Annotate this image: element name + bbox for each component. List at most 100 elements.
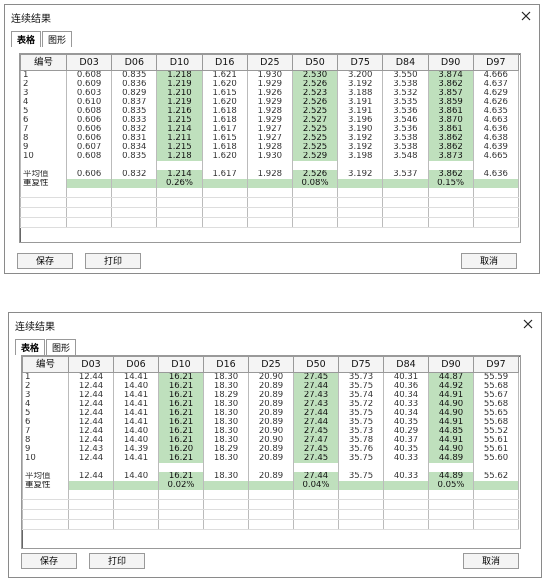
empty-row (22, 490, 519, 500)
empty-cell (291, 207, 339, 218)
header-cell: D25 (248, 356, 294, 373)
tab[interactable]: 图形 (42, 31, 73, 47)
tab[interactable]: 表格 (15, 339, 46, 355)
cell: 12.44 (68, 472, 114, 481)
button[interactable]: 保存 (21, 553, 77, 569)
cell: 3 (22, 391, 69, 400)
button[interactable]: 打印 (89, 553, 145, 569)
cell: 3.857 (427, 89, 474, 98)
empty-cell (201, 217, 248, 228)
cell: 2.529 (291, 152, 339, 161)
empty-cell (428, 509, 474, 520)
cell: 4.637 (472, 80, 519, 89)
cell: 16.21 (158, 427, 204, 436)
cell: 1.928 (246, 143, 293, 152)
cell: 2.526 (291, 98, 339, 107)
cell: 14.40 (113, 382, 159, 391)
cell: 9 (22, 445, 69, 454)
header-cell: 编号 (20, 54, 67, 71)
empty-cell (338, 519, 384, 530)
button[interactable]: 取消 (461, 253, 517, 269)
cell (203, 481, 249, 490)
empty-cell (337, 217, 384, 228)
button[interactable]: 保存 (17, 253, 73, 269)
cell (111, 179, 158, 188)
cell: 8 (20, 134, 67, 143)
cell: 5 (20, 107, 67, 116)
results-table: 编号 D03 D06 D10 D16 D25 D50 D75 D84 D90 D97 1 12.44 14… (22, 356, 519, 530)
cell: 1.617 (201, 170, 248, 179)
cell: 0.606 (65, 125, 113, 134)
cell: 3 (20, 89, 67, 98)
cell: 1.219 (156, 98, 203, 107)
cell: 0.829 (111, 89, 158, 98)
cell: 35.75 (338, 409, 384, 418)
cell: 27.44 (293, 409, 339, 418)
cell: 4.636 (472, 170, 519, 179)
cell: 7 (20, 125, 67, 134)
tab[interactable]: 表格 (11, 31, 42, 47)
empty-cell (22, 519, 69, 530)
cell: 1 (22, 372, 69, 382)
cell: 1.215 (156, 143, 203, 152)
spacer-row (20, 161, 519, 170)
cell: 35.73 (338, 372, 384, 382)
table-body: 编号 D03 D06 D10 D16 D25 D50 D75 D84 D90 D97 1 0.608 0.… (20, 54, 519, 228)
cell: 3.862 (427, 143, 474, 152)
empty-cell (337, 207, 384, 218)
cell: 0.836 (111, 80, 158, 89)
empty-cell (203, 509, 249, 520)
empty-cell (246, 161, 293, 170)
close-button[interactable] (521, 11, 531, 21)
cell: 18.30 (203, 382, 249, 391)
cell (65, 179, 113, 188)
cell: 1.927 (246, 134, 293, 143)
data-row: 5 12.44 14.41 16.21 18.30 20.89 27.44 35.75 40.3… (22, 409, 519, 418)
cell: 44.87 (428, 372, 474, 382)
button[interactable]: 取消 (463, 553, 519, 569)
cell: 1.617 (201, 125, 248, 134)
data-row: 4 0.610 0.837 1.219 1.620 1.929 2.526 3.191 3.53… (20, 98, 519, 107)
empty-row (22, 519, 519, 530)
button[interactable]: 打印 (85, 253, 141, 269)
cell: 12.43 (68, 445, 114, 454)
data-row: 9 12.43 14.39 16.20 18.29 20.89 27.45 35.76 40.3… (22, 445, 519, 454)
tab-bar: 表格 图形 (15, 339, 77, 355)
close-button[interactable] (523, 319, 533, 329)
cell: 1.218 (156, 152, 203, 161)
empty-cell (20, 217, 67, 228)
empty-cell (22, 509, 69, 520)
tab[interactable]: 图形 (46, 339, 77, 355)
empty-cell (156, 197, 203, 208)
cell: 1.928 (246, 107, 293, 116)
empty-cell (158, 463, 204, 472)
cell: 10 (20, 152, 67, 161)
cell: 0.834 (111, 143, 158, 152)
empty-cell (472, 197, 519, 208)
empty-cell (246, 207, 293, 218)
cell: 12.44 (68, 427, 114, 436)
cell: 55.61 (473, 445, 519, 454)
cell: 18.30 (203, 372, 249, 382)
empty-cell (291, 188, 339, 198)
empty-cell (248, 490, 294, 500)
empty-cell (68, 463, 114, 472)
data-row: 1 0.608 0.835 1.218 1.621 1.930 2.530 3.200 3.55… (20, 70, 519, 80)
cell: 0.15% (427, 179, 474, 188)
dialog: 连续结果 表格 图形 编号 D03 D06 D10 D16 D25 D50 D75 D84 D90 D97… (4, 4, 540, 274)
cell: 3.870 (427, 116, 474, 125)
header-cell: D75 (337, 54, 384, 71)
cell: 12.44 (68, 391, 114, 400)
cell: 1.211 (156, 134, 203, 143)
cell: 20.89 (248, 418, 294, 427)
empty-cell (428, 490, 474, 500)
empty-cell (473, 463, 519, 472)
empty-cell (68, 509, 114, 520)
header-cell: D25 (246, 54, 293, 71)
empty-row (20, 217, 519, 228)
cell: 0.835 (111, 70, 158, 80)
cell: 35.72 (338, 400, 384, 409)
data-row: 2 12.44 14.40 16.21 18.30 20.89 27.44 35.75 40.3… (22, 382, 519, 391)
cell (473, 481, 519, 490)
